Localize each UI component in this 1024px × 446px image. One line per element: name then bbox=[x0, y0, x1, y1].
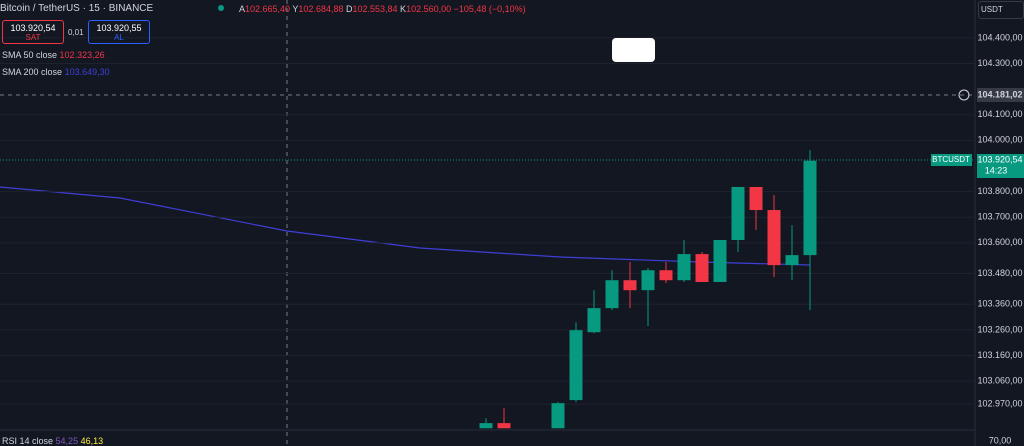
marks bbox=[0, 37, 975, 429]
y-tick-label: 103.060,00 bbox=[977, 376, 1022, 386]
candle-body bbox=[551, 403, 565, 429]
rsi-b: 46,13 bbox=[80, 436, 104, 446]
ticker-badge bbox=[931, 154, 972, 166]
y-tick-label: 104.400,00 bbox=[977, 32, 1022, 42]
o-label: A bbox=[239, 4, 246, 14]
candle-body bbox=[659, 270, 673, 281]
y-tick-label: 103.700,00 bbox=[977, 212, 1022, 222]
cursor-badge bbox=[977, 88, 1024, 102]
candle-body bbox=[785, 255, 799, 266]
rsi-tick: 70,00 bbox=[989, 435, 1012, 445]
toolbar-widget[interactable] bbox=[612, 38, 655, 62]
rsi: RSI 14 close 54,25 46,13 bbox=[2, 436, 103, 446]
candle-body bbox=[623, 280, 637, 291]
sma200: SMA 200 close 103.649,30 bbox=[2, 67, 110, 77]
countdown: 14:23 bbox=[985, 165, 1008, 175]
sell-button[interactable]: 103.920,54 SAT bbox=[2, 20, 64, 44]
candle-body bbox=[677, 254, 691, 281]
buy-button[interactable]: 103.920,55 AL bbox=[88, 20, 150, 44]
y-tick-label: 104.100,00 bbox=[977, 109, 1022, 119]
y-tick-label: 103.360,00 bbox=[977, 299, 1022, 309]
candle-body bbox=[803, 160, 817, 256]
add-icon[interactable] bbox=[958, 89, 970, 101]
sma50-value: 102.323,26 bbox=[59, 50, 105, 60]
spread: 0,01 bbox=[68, 28, 84, 37]
status-dot bbox=[218, 5, 224, 11]
currency-select[interactable]: USDT bbox=[978, 1, 1024, 19]
rsi-label: RSI 14 close bbox=[2, 436, 54, 446]
l: 102.553,84 bbox=[352, 4, 398, 14]
y-tick-label: 104.000,00 bbox=[977, 135, 1022, 145]
candle-body bbox=[569, 330, 583, 401]
candle-body bbox=[695, 254, 709, 283]
buy-label: AL bbox=[114, 33, 124, 42]
l-label: D bbox=[345, 4, 353, 14]
y-tick-label: 104.300,00 bbox=[977, 58, 1022, 68]
sma50: SMA 50 close 102.323,26 bbox=[2, 50, 105, 60]
y-tick-label: 103.800,00 bbox=[977, 186, 1022, 196]
candle-body bbox=[749, 186, 763, 211]
candle-body bbox=[731, 186, 745, 240]
candle-body bbox=[605, 280, 619, 309]
h-label: Y bbox=[292, 4, 299, 14]
h: 102.684,88 bbox=[298, 4, 344, 14]
candle-body bbox=[767, 210, 781, 266]
c: 102.560,00 bbox=[406, 4, 452, 14]
y-tick-label: 103.160,00 bbox=[977, 350, 1022, 360]
y-tick-label: 103.260,00 bbox=[977, 324, 1022, 334]
candle-body bbox=[497, 423, 511, 429]
candle-body bbox=[587, 308, 601, 333]
y-tick-label: 102.970,00 bbox=[977, 399, 1022, 409]
cursor-price: 104.181,02 bbox=[977, 89, 1022, 99]
y-tick-label: 103.480,00 bbox=[977, 268, 1022, 278]
sell-label: SAT bbox=[25, 33, 41, 42]
c-label: K bbox=[400, 4, 407, 14]
sell-price: 103.920,54 bbox=[10, 23, 56, 33]
last-badge bbox=[977, 154, 1024, 178]
sma50-label: SMA 50 close bbox=[2, 50, 58, 60]
symbol: Bitcoin / TetherUS · 15 · BINANCE bbox=[0, 3, 154, 14]
last-price: 103.920,54 bbox=[977, 154, 1022, 164]
candle-body bbox=[641, 270, 655, 291]
change: −105,48 (−0,10%) bbox=[453, 4, 526, 14]
sma200-label: SMA 200 close bbox=[2, 67, 63, 77]
buy-price: 103.920,55 bbox=[96, 23, 142, 33]
ohlc: A102.665,40 Y102.684,88 D102.553,84 K102… bbox=[239, 4, 526, 14]
candle-body bbox=[479, 423, 493, 429]
rsi-a: 54,25 bbox=[55, 436, 79, 446]
candle-body bbox=[713, 239, 727, 283]
ticker: BTCUSDT bbox=[932, 155, 970, 164]
o: 102.665,40 bbox=[245, 4, 291, 14]
sma200-value: 103.649,30 bbox=[64, 67, 110, 77]
y-tick-label: 103.600,00 bbox=[977, 237, 1022, 247]
